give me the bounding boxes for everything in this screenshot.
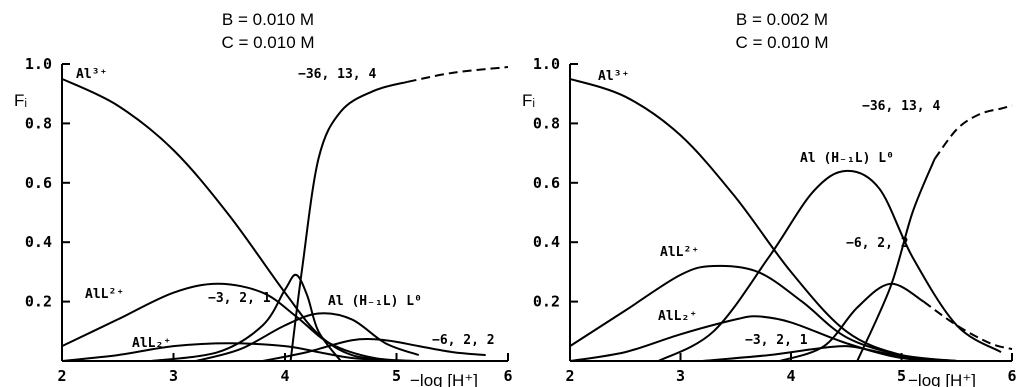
right-x-tick-label: 3 bbox=[676, 367, 685, 385]
left-series-3-2-1-line bbox=[151, 273, 342, 362]
right-x-tick-label: 6 bbox=[1007, 367, 1016, 385]
left-series-al-h-l-l-line bbox=[195, 312, 420, 362]
left-title-line-2: C = 0.010 M bbox=[221, 33, 314, 52]
left-x-tick-label: 3 bbox=[169, 367, 178, 385]
left-x-tick-label: 6 bbox=[503, 367, 512, 385]
left-label-6-2-2: −6, 2, 2 bbox=[432, 333, 495, 348]
right-x-tick-label: 5 bbox=[897, 367, 906, 385]
left-chart: B = 0.010 M C = 0.010 M Fᵢ −log [H⁺] Al³… bbox=[14, 10, 513, 387]
right-title-line-1: B = 0.002 M bbox=[736, 10, 828, 29]
right-y-tick-label: 0.6 bbox=[533, 174, 560, 192]
left-y-tick-label: 0.2 bbox=[25, 293, 52, 311]
left-label-all2: AlL²⁺ bbox=[85, 287, 124, 302]
right-label-al3: Al³⁺ bbox=[598, 69, 629, 84]
right-chart: B = 0.002 M C = 0.010 M Fᵢ −log [H⁺] Al³… bbox=[522, 10, 1017, 387]
right-series-36-13-4-dashed-line bbox=[933, 104, 1013, 160]
left-title-line-1: B = 0.010 M bbox=[222, 10, 314, 29]
left-y-axis-label: Fᵢ bbox=[14, 91, 27, 110]
left-y-tick-label: 0.4 bbox=[25, 233, 52, 251]
right-label-36-13-4: −36, 13, 4 bbox=[862, 99, 940, 114]
right-series-al-line bbox=[569, 77, 957, 362]
right-label-al-h1l-l0: Al (H₋₁L) L⁰ bbox=[800, 151, 894, 166]
right-label-all2plus: AlL₂⁺ bbox=[658, 309, 697, 324]
left-series-6-2-2-line bbox=[262, 338, 486, 362]
right-y-tick-label: 0.4 bbox=[533, 233, 560, 251]
right-series-36-13-4-line bbox=[856, 158, 936, 362]
right-x-tick-label: 2 bbox=[565, 367, 574, 385]
left-series-36-13-4-line bbox=[289, 80, 408, 362]
left-series-all-line bbox=[61, 342, 397, 362]
left-y-tick-label: 1.0 bbox=[25, 55, 52, 73]
right-label-6-2-2: −6, 2, 2 bbox=[846, 236, 909, 251]
right-y-axis-label: Fᵢ bbox=[522, 91, 535, 110]
left-series-al-line bbox=[61, 77, 397, 362]
left-label-al3: Al³⁺ bbox=[76, 67, 107, 82]
left-label-36-13-4: −36, 13, 4 bbox=[298, 67, 376, 82]
right-series-6-2-2-dashed-line bbox=[923, 300, 1013, 351]
left-x-tick-label: 4 bbox=[280, 367, 289, 385]
left-label-al-h1l-l0: Al (H₋₁L) L⁰ bbox=[328, 294, 422, 309]
right-y-tick-label: 0.2 bbox=[533, 293, 560, 311]
right-label-3-2-1: −3, 2, 1 bbox=[745, 333, 808, 348]
right-title-line-2: C = 0.010 M bbox=[735, 33, 828, 52]
right-y-tick-label: 1.0 bbox=[533, 55, 560, 73]
right-series-3-2-1-line bbox=[702, 345, 924, 362]
left-x-axis-label: −log [H⁺] bbox=[410, 371, 478, 387]
right-series-al-h-l-l-line bbox=[657, 169, 1002, 362]
left-x-tick-label: 2 bbox=[57, 367, 66, 385]
left-series-36-13-4-dashed-line bbox=[407, 66, 509, 83]
right-x-tick-label: 4 bbox=[786, 367, 795, 385]
left-label-3-2-1: −3, 2, 1 bbox=[208, 291, 271, 306]
left-y-tick-label: 0.6 bbox=[25, 174, 52, 192]
right-label-all2: AlL²⁺ bbox=[660, 245, 699, 260]
left-series-all-line bbox=[61, 282, 419, 362]
right-series-6-2-2-line bbox=[779, 282, 925, 362]
right-series-all-line bbox=[569, 315, 957, 362]
left-y-tick-label: 0.8 bbox=[25, 114, 52, 132]
right-y-tick-label: 0.8 bbox=[533, 114, 560, 132]
right-x-axis-label: −log [H⁺] bbox=[908, 371, 976, 387]
left-x-tick-label: 5 bbox=[392, 367, 401, 385]
